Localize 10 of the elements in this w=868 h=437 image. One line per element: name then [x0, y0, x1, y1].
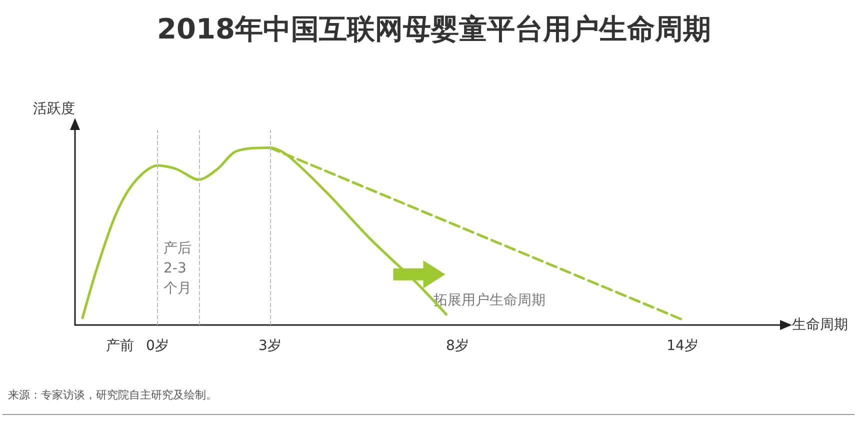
chart-title: 2018年中国互联网母婴童平台用户生命周期	[157, 12, 711, 46]
y-axis-title: 活跃度	[33, 101, 75, 117]
annotation: 产后 2-3 个月	[164, 240, 192, 296]
x-tick-label: 8岁	[446, 338, 469, 354]
x-tick-label: 14岁	[666, 338, 698, 354]
source-note: 来源：专家访谈，研究院自主研究及绘制。	[8, 388, 217, 402]
x-tick-label: 0岁	[146, 338, 169, 354]
x-tick-label: 产前	[106, 338, 134, 354]
x-axis-title: 生命周期	[792, 317, 848, 333]
x-tick-label: 3岁	[258, 338, 282, 354]
